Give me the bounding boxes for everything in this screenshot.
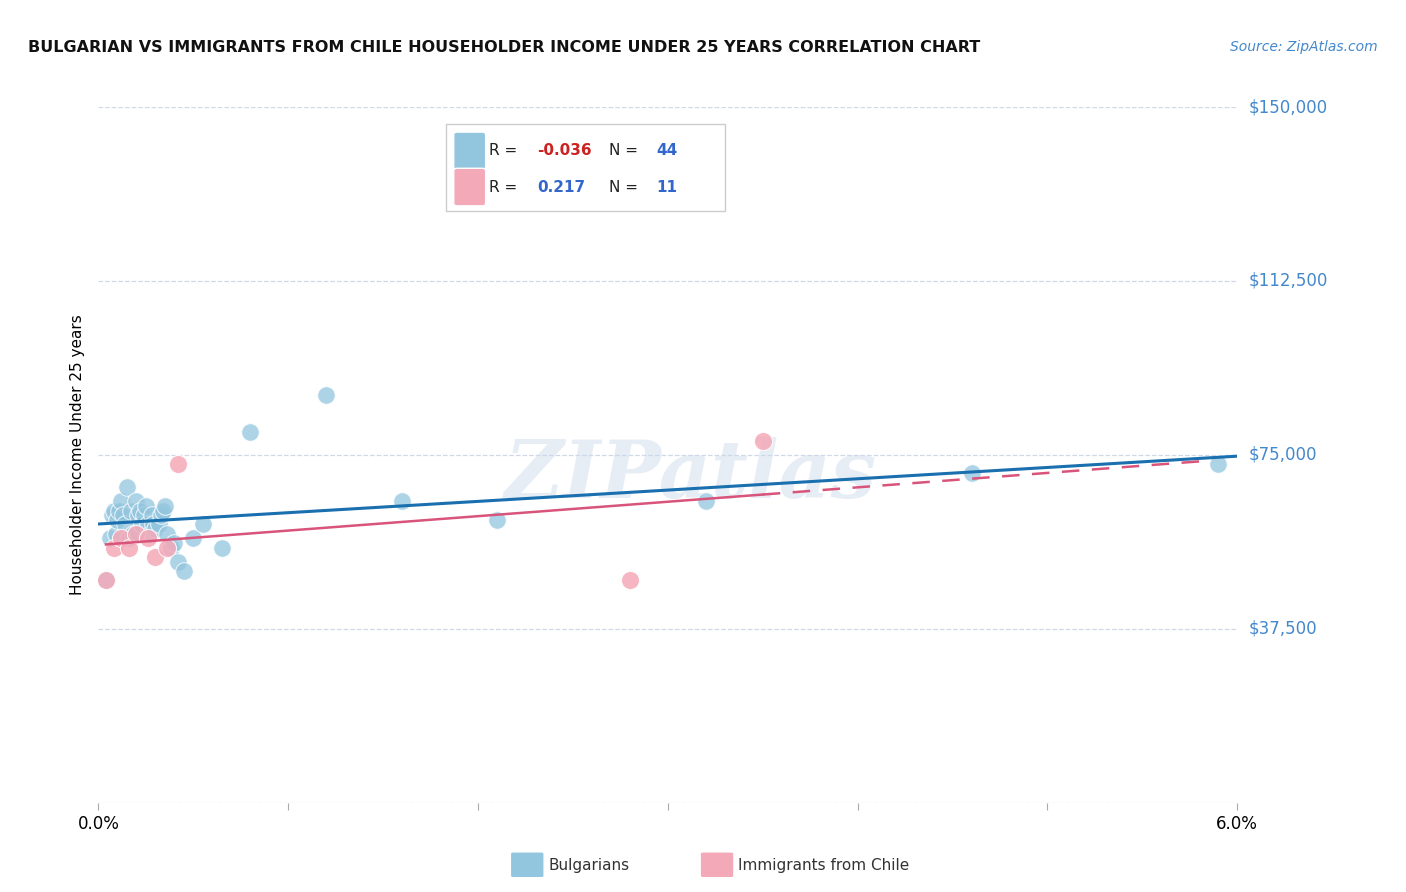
Point xyxy=(156,541,179,555)
Point xyxy=(148,517,170,532)
Point xyxy=(167,555,190,569)
Point xyxy=(752,434,775,448)
Point xyxy=(136,532,159,546)
Point xyxy=(315,387,337,401)
Point xyxy=(150,508,173,523)
Point xyxy=(136,517,159,532)
Point xyxy=(114,517,136,532)
Point xyxy=(141,508,163,523)
Text: N =: N = xyxy=(609,144,643,159)
Point xyxy=(125,526,148,541)
Point xyxy=(695,494,717,508)
Text: $37,500: $37,500 xyxy=(1249,620,1317,638)
Point xyxy=(152,503,174,517)
Point xyxy=(94,573,117,587)
Text: 0.217: 0.217 xyxy=(537,179,585,194)
Point xyxy=(135,499,157,513)
Point xyxy=(619,573,641,587)
Text: $112,500: $112,500 xyxy=(1249,272,1327,290)
Y-axis label: Householder Income Under 25 years: Householder Income Under 25 years xyxy=(70,315,86,595)
Point xyxy=(129,503,152,517)
Text: Source: ZipAtlas.com: Source: ZipAtlas.com xyxy=(1230,40,1378,54)
Text: 44: 44 xyxy=(657,144,678,159)
Point xyxy=(131,517,153,532)
Point xyxy=(211,541,233,555)
Point xyxy=(960,467,983,481)
Point xyxy=(191,517,214,532)
FancyBboxPatch shape xyxy=(454,169,485,206)
Point xyxy=(110,494,132,508)
Point xyxy=(110,532,132,546)
Text: Immigrants from Chile: Immigrants from Chile xyxy=(738,858,910,872)
Text: $150,000: $150,000 xyxy=(1249,98,1327,116)
Point xyxy=(100,508,122,523)
Point xyxy=(98,532,121,546)
Text: ZIPatlas: ZIPatlas xyxy=(505,437,877,515)
Text: R =: R = xyxy=(489,179,522,194)
Point xyxy=(115,480,138,494)
Point xyxy=(118,541,141,555)
Text: Bulgarians: Bulgarians xyxy=(548,858,630,872)
Point xyxy=(1208,457,1230,471)
Point xyxy=(104,526,127,541)
Point xyxy=(159,541,181,555)
Point xyxy=(173,564,195,578)
Point xyxy=(107,513,129,527)
Text: BULGARIAN VS IMMIGRANTS FROM CHILE HOUSEHOLDER INCOME UNDER 25 YEARS CORRELATION: BULGARIAN VS IMMIGRANTS FROM CHILE HOUSE… xyxy=(28,40,980,55)
Point xyxy=(94,573,117,587)
Point xyxy=(153,499,176,513)
Point xyxy=(239,425,262,439)
Point xyxy=(108,503,131,517)
Point xyxy=(118,532,141,546)
Point xyxy=(138,526,160,541)
Point xyxy=(127,508,149,523)
Point xyxy=(145,522,166,536)
Text: -0.036: -0.036 xyxy=(537,144,592,159)
Point xyxy=(112,508,135,523)
Point xyxy=(167,457,190,471)
FancyBboxPatch shape xyxy=(446,124,725,211)
Point xyxy=(156,526,179,541)
Point xyxy=(142,517,165,532)
Point xyxy=(121,526,143,541)
Text: N =: N = xyxy=(609,179,643,194)
Point xyxy=(145,549,166,564)
Point xyxy=(486,513,509,527)
Point xyxy=(125,494,148,508)
FancyBboxPatch shape xyxy=(454,132,485,169)
Point xyxy=(391,494,413,508)
Point xyxy=(103,503,125,517)
Point xyxy=(183,532,205,546)
Text: 11: 11 xyxy=(657,179,678,194)
Text: R =: R = xyxy=(489,144,522,159)
Point xyxy=(163,536,186,550)
Text: $75,000: $75,000 xyxy=(1249,446,1317,464)
Point xyxy=(132,508,155,523)
Point xyxy=(120,503,142,517)
Point xyxy=(103,541,125,555)
